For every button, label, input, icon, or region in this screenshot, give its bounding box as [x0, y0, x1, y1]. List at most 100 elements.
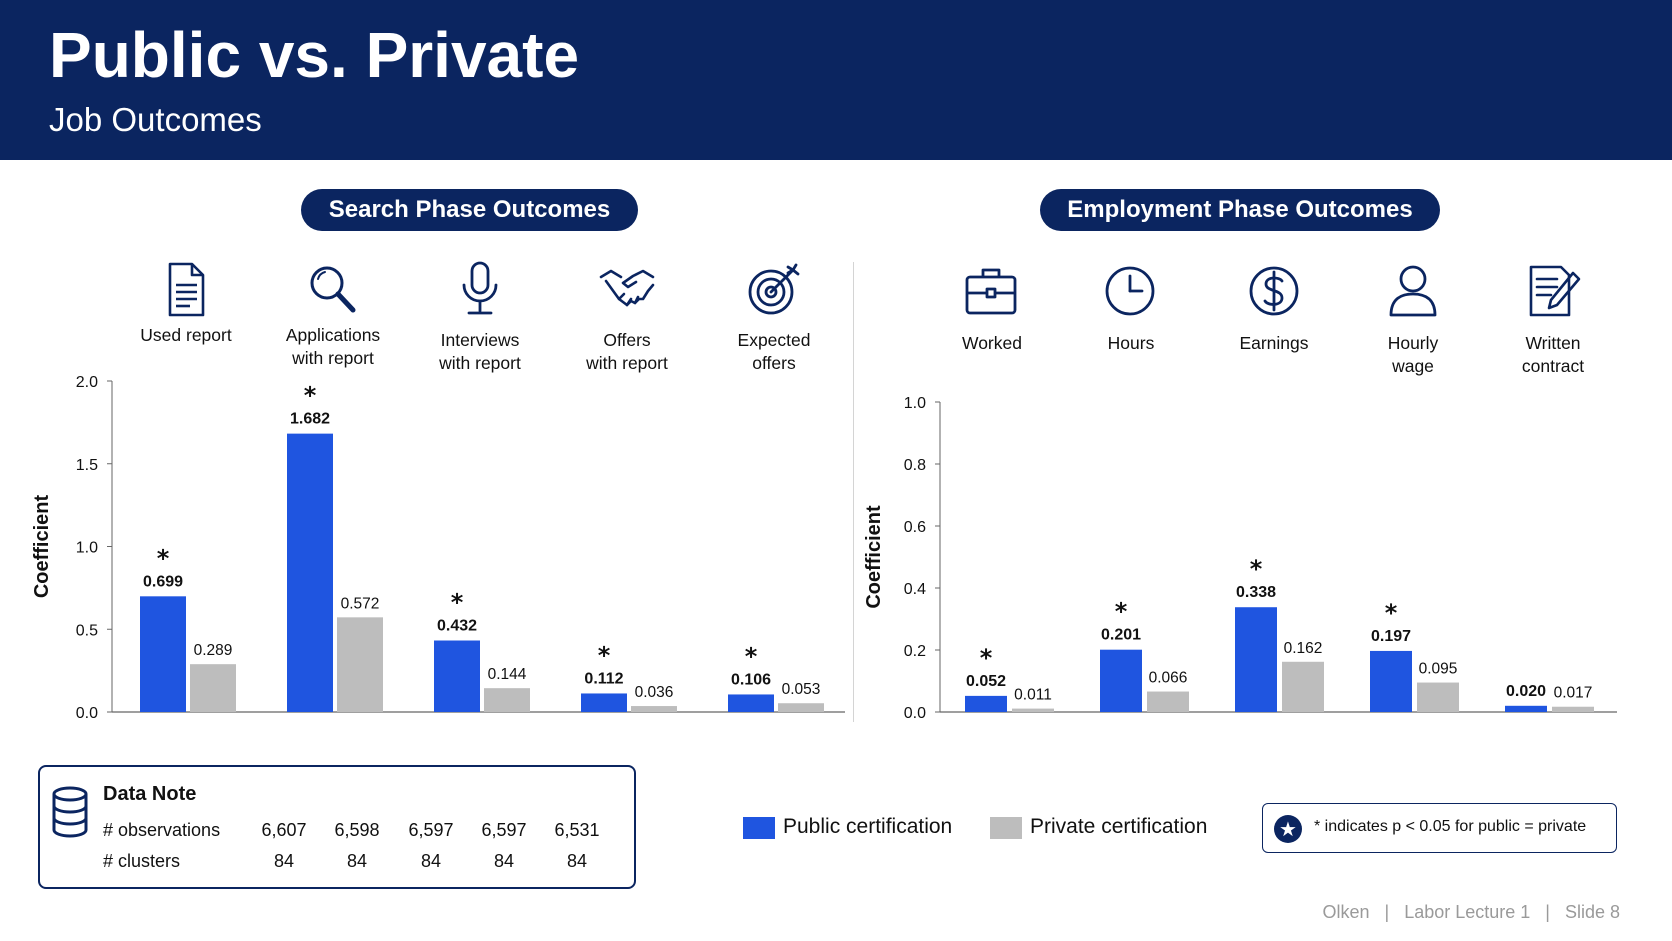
significance-star: * [745, 642, 758, 670]
bar-public [1370, 650, 1412, 712]
significance-note-box [1262, 803, 1617, 853]
bar-private [484, 688, 530, 712]
data-label-public: 0.112 [584, 670, 623, 687]
category-label-expected-offers: Expected offers [737, 330, 811, 373]
person-icon [1383, 261, 1443, 323]
category-label-interviews: Interviews with report [439, 330, 521, 373]
clock-icon [1100, 261, 1160, 323]
observations-label: # observations [103, 820, 221, 840]
observations-value: 6,597 [408, 820, 454, 840]
y-tick-label: 0.4 [904, 581, 926, 598]
bar-private [631, 706, 677, 712]
clusters-value: 84 [346, 851, 368, 871]
data-label-public: 0.197 [1371, 628, 1411, 645]
y-tick-label: 0.5 [76, 622, 98, 639]
data-label-public: 0.432 [437, 618, 477, 635]
panel-divider [853, 262, 854, 722]
significance-star: * [304, 382, 317, 410]
data-label-private: 0.144 [488, 666, 527, 683]
category-label-worked: Worked [962, 333, 1022, 353]
bar-public [434, 640, 480, 712]
bar-public [1505, 705, 1547, 712]
data-label-private: 0.162 [1284, 640, 1323, 657]
y-tick-label: 1.0 [76, 540, 98, 557]
data-label-private: 0.017 [1554, 685, 1593, 702]
header-bar [0, 0, 1672, 160]
y-tick-label: 0.2 [904, 643, 926, 660]
target-icon [744, 259, 804, 321]
employment-phase-heading: Employment Phase Outcomes [1040, 189, 1440, 231]
observations-value: 6,598 [334, 820, 380, 840]
bar-public [581, 693, 627, 712]
bar-public [728, 694, 774, 712]
significance-star: * [980, 644, 993, 672]
bar-public [1235, 607, 1277, 712]
category-label-used-report: Used report [140, 325, 232, 345]
data-label-private: 0.289 [194, 642, 233, 659]
data-label-private: 0.095 [1419, 661, 1458, 678]
y-tick-label: 1.5 [76, 457, 98, 474]
category-label-earnings: Earnings [1239, 333, 1309, 353]
data-label-public: 0.338 [1236, 584, 1276, 601]
observations-value: 6,531 [554, 820, 600, 840]
magnifier-icon [303, 259, 363, 321]
y-axis-label: Coefficient [31, 494, 53, 598]
data-label-private: 0.036 [635, 684, 674, 701]
document-icon [156, 259, 216, 321]
category-label-applications: Applications with report [285, 325, 381, 368]
data-label-public: 0.020 [1506, 683, 1546, 700]
y-tick-label: 0.8 [904, 457, 926, 474]
database-icon [50, 785, 90, 841]
y-tick-label: 0.0 [76, 705, 98, 722]
contract-icon [1523, 261, 1583, 323]
bar-private [1147, 691, 1189, 712]
category-label-offers: Offers with report [586, 330, 668, 373]
clusters-value: 84 [420, 851, 442, 871]
briefcase-icon [961, 261, 1021, 323]
bar-private [1282, 661, 1324, 712]
observations-value: 6,597 [481, 820, 527, 840]
bar-private [337, 617, 383, 712]
bar-private [190, 664, 236, 712]
y-tick-label: 2.0 [76, 374, 98, 391]
bar-private [1012, 708, 1054, 712]
data-note-title: Data Note [103, 783, 197, 805]
bar-private [778, 703, 824, 712]
significance-star: * [1385, 599, 1398, 627]
significance-star: * [451, 589, 464, 617]
significance-note-text: * indicates p < 0.05 for public = privat… [1314, 818, 1587, 835]
legend-private-label: Private certification [1030, 815, 1208, 838]
data-note-box [38, 765, 636, 889]
data-label-private: 0.572 [341, 595, 380, 612]
data-label-public: 0.052 [966, 673, 1006, 690]
clusters-label: # clusters [103, 851, 181, 871]
data-label-public: 0.699 [143, 573, 183, 590]
clusters-value: 84 [566, 851, 588, 871]
clusters-value: 84 [273, 851, 295, 871]
data-label-private: 0.066 [1149, 670, 1188, 687]
bar-public [287, 433, 333, 712]
clusters-value: 84 [493, 851, 515, 871]
data-label-public: 0.201 [1101, 627, 1141, 644]
footer: Olken | Labor Lecture 1 | Slide 8 [1322, 902, 1620, 922]
employment-phase-chart: 0.0 0.2 0.4 0.6 0.8 1.0 Coefficient 0.052 0.011 *… [863, 395, 1617, 722]
legend-private-swatch [990, 817, 1022, 839]
significance-star: * [598, 641, 611, 669]
category-label-written-contract: Written contract [1521, 333, 1585, 376]
dollar-icon [1244, 261, 1304, 323]
bar-public [1100, 649, 1142, 712]
microphone-icon [450, 259, 510, 321]
y-tick-label: 1.0 [904, 395, 926, 412]
observations-value: 6,607 [261, 820, 307, 840]
category-label-hours: Hours [1107, 333, 1155, 353]
search-phase-heading: Search Phase Outcomes [301, 189, 638, 231]
handshake-icon [597, 259, 657, 321]
legend-public-swatch [743, 817, 775, 839]
significance-star: * [1115, 598, 1128, 626]
legend-public-label: Public certification [783, 815, 953, 838]
data-label-private: 0.053 [782, 681, 821, 698]
bar-private [1552, 706, 1594, 712]
data-label-public: 1.682 [290, 411, 330, 428]
significance-star: * [1250, 555, 1263, 583]
